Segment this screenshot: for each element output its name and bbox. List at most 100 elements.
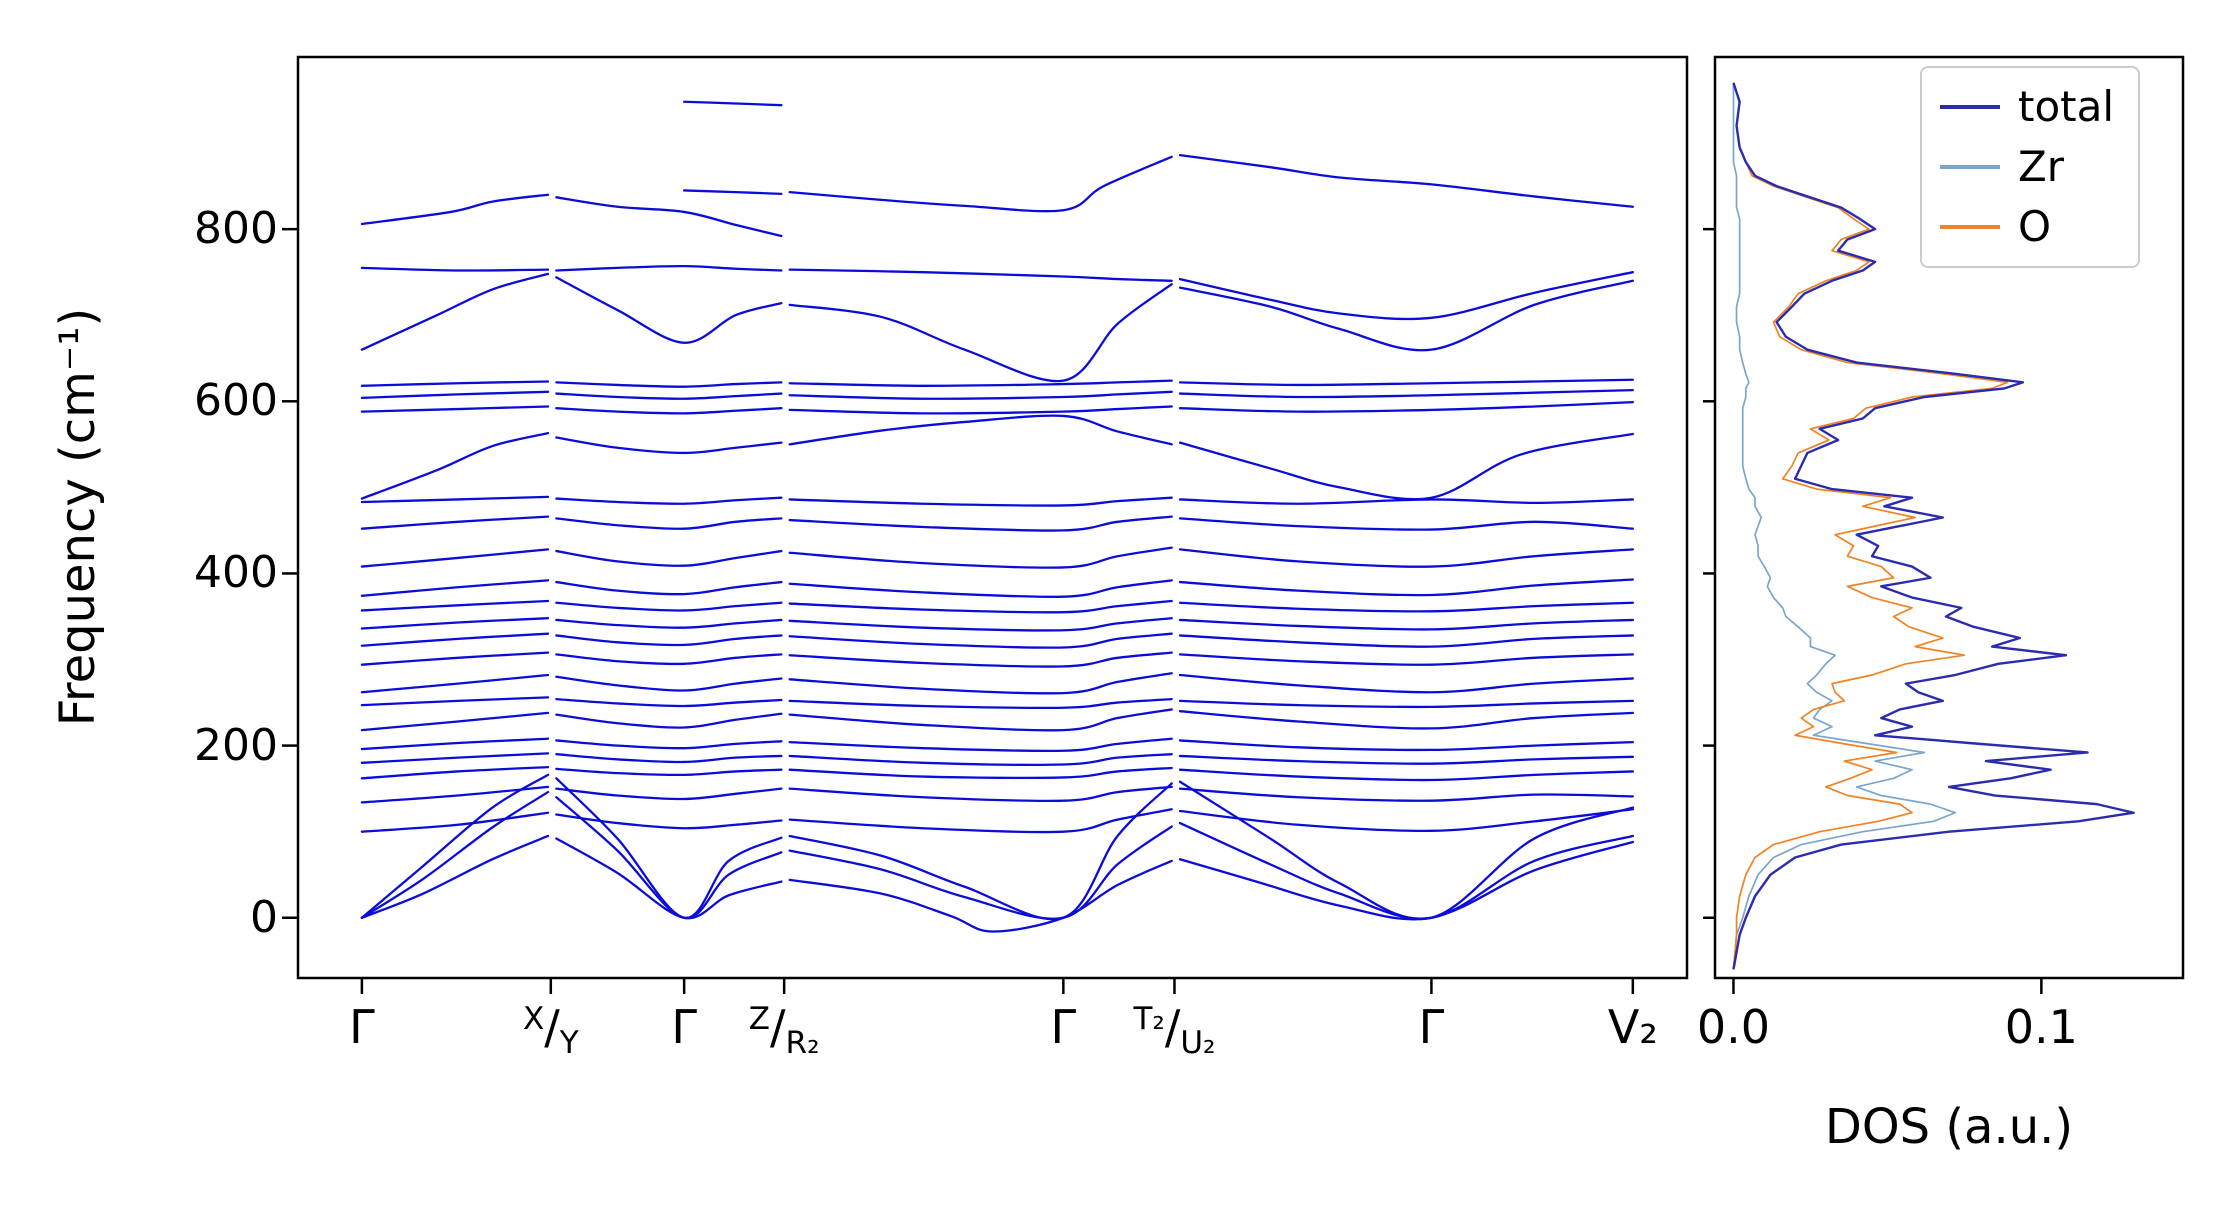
band-panel-border [296,55,1689,980]
phonon-band-line [788,283,1173,383]
phonon-band-line [555,767,783,777]
phonon-band-line [682,189,783,196]
phonon-band-line [555,697,783,708]
phonon-band-line [1178,432,1634,501]
y-axis-label: Frequency (cm⁻¹) [50,307,106,727]
phonon-band-line [1178,601,1634,613]
phonon-band-line [1178,754,1634,765]
phonon-band-line [788,599,1173,614]
phonon-band-line [360,579,550,597]
phonon-band-line [555,265,783,272]
legend-entry-Zr: Zr [1940,142,2114,192]
phonon-band-line [1178,279,1634,352]
phonon-band-line [788,753,1173,766]
phonon-band-line [1178,699,1634,709]
phonon-band-line [1178,840,1634,921]
phonon-band-line [555,276,783,344]
phonon-band-line [1178,271,1634,321]
band-x-tick-label: Γ [671,1000,697,1054]
dos-x-tick-label: 0.0 [1696,1000,1771,1054]
legend-line-O [1940,225,2000,229]
phonon-band-line [788,579,1173,598]
phonon-band-line [555,549,783,567]
phonon-band-line [360,405,550,413]
phonon-band-line [1178,821,1634,920]
phonon-band-line [360,834,550,919]
phonon-band-line [788,737,1173,753]
band-x-tick-label: X/Y [522,1000,579,1061]
phonon-band-line [1178,653,1634,666]
phonon-band-line [1178,618,1634,631]
phonon-band-line [555,739,783,750]
phonon-band-line [788,155,1173,213]
phonon-band-line [788,390,1173,400]
phonon-band-line [682,100,783,107]
phonon-band-line [555,712,783,729]
phonon-band-line [360,272,550,351]
phonon-band-line [360,390,550,400]
phonon-band-line [360,431,550,500]
phonon-band-line [555,675,783,692]
phonon-band-line [555,753,783,764]
phonon-band-line [360,765,550,780]
band-x-tick-label: Γ [349,1000,375,1054]
phonon-band-line [1178,780,1634,921]
y-tick-label: 800 [194,203,278,255]
phonon-band-line [1178,401,1634,413]
phonon-band-line [360,193,550,226]
dos-curve-O [1732,82,2009,970]
phonon-band-line [555,787,783,801]
dos-panel-border [1713,55,2185,980]
phonon-band-line [1178,498,1634,505]
phonon-band-line [360,696,550,707]
phonon-band-line [788,708,1173,732]
phonon-band-line [360,811,550,833]
phonon-band-line [360,599,550,612]
phonon-band-line [788,651,1173,668]
band-x-tick-label: Γ [1050,1000,1077,1054]
phonon-band-line [555,813,783,830]
dos-curve-total [1732,82,2135,970]
band-x-tick-label: V₂ [1607,1000,1658,1054]
phonon-band-line [360,752,550,764]
phonon-band-line [555,392,783,400]
phonon-band-line [360,673,550,694]
phonon-band-line [788,379,1173,387]
dos-x-axis-label: DOS (a.u.) [1824,1099,2074,1155]
phonon-band-line [788,782,1173,921]
phonon-band-line [555,381,783,388]
legend: total Zr O [1920,66,2141,268]
y-tick-label: 600 [194,375,278,427]
phonon-band-line [555,580,783,596]
legend-line-Zr [1940,165,2000,169]
y-tick-label: 400 [194,547,278,599]
band-x-tick-label: Γ [1418,1000,1445,1054]
phonon-band-line [788,405,1173,415]
phonon-band-line [360,711,550,732]
legend-entry-total: total [1940,82,2114,132]
phonon-band-line [555,196,783,238]
phonon-band-line [1178,673,1634,694]
legend-label-Zr: Zr [2018,142,2065,191]
band-x-tick-label: T₂/U₂ [1133,1000,1216,1061]
phonon-band-line [360,617,550,630]
phonon-band-line [788,632,1173,649]
phonon-band-line [1178,578,1634,597]
legend-label-total: total [2018,82,2115,131]
phonon-band-line [788,859,1173,933]
phonon-band-line [788,268,1173,282]
phonon-band-line [360,548,550,568]
phonon-band-line [555,436,783,455]
phonon-band-line [788,672,1173,695]
dos-curve-Zr [1732,82,1957,970]
phonon-band-line [1178,634,1634,648]
phonon-band-line [360,651,550,666]
legend-line-total [1940,105,2000,109]
phonon-band-line [555,517,783,530]
phonon-band-line [555,618,783,629]
phonon-band-line [555,601,783,612]
phonon-band-line [788,766,1173,780]
legend-label-O: O [2018,202,2052,251]
phonon-band-line [360,632,550,647]
